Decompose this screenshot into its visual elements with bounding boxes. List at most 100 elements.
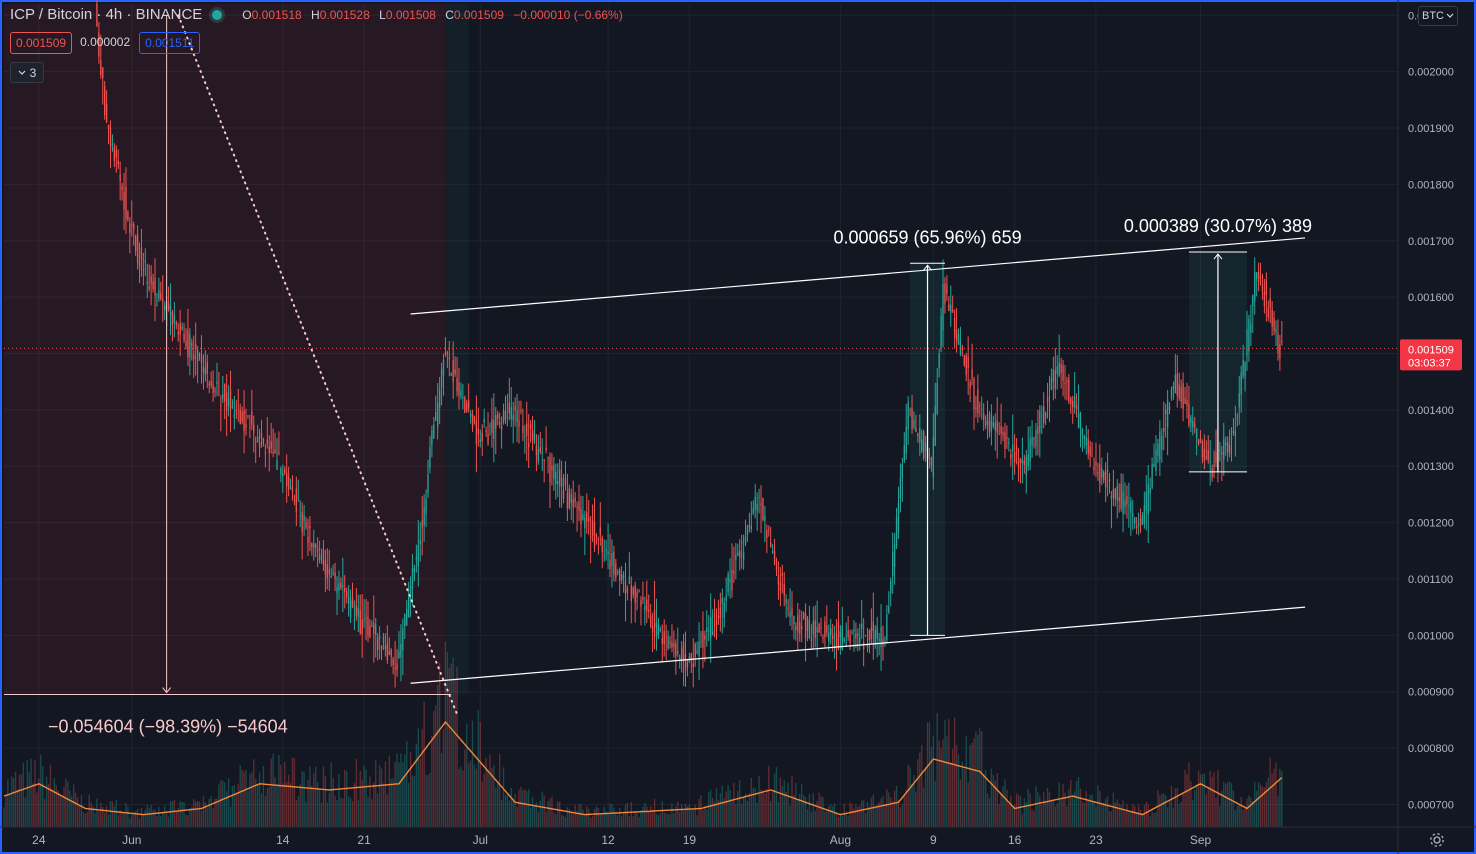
volume-bar (301, 771, 303, 827)
candle-body (940, 315, 942, 347)
volume-bar (1114, 802, 1117, 827)
volume-bar (843, 803, 845, 827)
candle-body (268, 446, 270, 454)
candle-body (768, 528, 770, 530)
volume-bar (1211, 776, 1213, 827)
candle-body (859, 637, 861, 643)
volume-bar (235, 793, 238, 827)
candle-body (216, 382, 218, 385)
volume-bar (752, 787, 754, 827)
volume-bar (357, 800, 359, 827)
candle-body (102, 67, 104, 78)
volume-bar (169, 801, 172, 827)
volume-bar (295, 800, 298, 827)
candle-body (653, 610, 656, 628)
candle-body (198, 353, 201, 356)
volume-bar (1023, 798, 1026, 827)
volume-bar (1048, 792, 1051, 827)
volume-bar (1050, 799, 1053, 827)
volume-bar (1195, 784, 1198, 827)
candle-body (1184, 397, 1186, 404)
candle-body (655, 622, 658, 637)
candle-body (677, 651, 679, 654)
candle-body (1180, 386, 1182, 403)
volume-bar (121, 811, 123, 827)
sell-price-button[interactable]: 0.001509 (10, 32, 73, 54)
candle-body (560, 477, 563, 487)
price-tick-label: 0.001900 (1408, 123, 1454, 135)
candle-body (1232, 431, 1235, 434)
volume-bar (568, 808, 571, 827)
volume-bar (311, 785, 313, 827)
bid-ask-boxes: 0.001509 0.000002 0.001511 (10, 32, 201, 54)
volume-bar (890, 797, 892, 827)
volume-bar (278, 755, 280, 827)
volume-bar (415, 743, 418, 827)
candle-body (984, 420, 987, 427)
volume-bar (1226, 781, 1229, 827)
candle-body (781, 573, 783, 576)
volume-bar (142, 814, 145, 827)
candle-body (797, 614, 799, 632)
volume-bar (555, 813, 557, 827)
candle-body (998, 433, 1000, 435)
volume-bar (224, 782, 226, 827)
candle-body (609, 560, 611, 569)
candle-body (961, 348, 964, 350)
symbol-title[interactable]: ICP / Bitcoin · 4h · BINANCE (10, 6, 203, 23)
candle-body (1033, 438, 1035, 440)
volume-bar (739, 780, 741, 827)
range-two-arrow-head (1213, 253, 1223, 260)
candle-body (928, 454, 931, 456)
volume-bar (603, 806, 605, 827)
volume-bar (49, 764, 52, 827)
candle-body (884, 640, 886, 642)
volume-bar (485, 757, 487, 827)
candle-body (491, 419, 493, 434)
candle-body (725, 596, 727, 602)
candle-body (549, 456, 551, 483)
volume-bar (841, 815, 844, 827)
candle-body (493, 420, 495, 440)
volume-bar (822, 797, 824, 827)
volume-bar (539, 800, 541, 827)
price-tick-label: 0.002000 (1408, 67, 1454, 79)
time-tick-label: 14 (276, 833, 290, 847)
gear-icon[interactable] (1428, 831, 1446, 849)
candle-body (1199, 438, 1202, 444)
volume-bar (1205, 794, 1208, 827)
volume-bar (1137, 804, 1140, 827)
volume-bar (564, 817, 567, 827)
volume-bar (1225, 783, 1227, 827)
volume-bar (584, 814, 586, 827)
candle-body (518, 420, 520, 427)
time-tick-label: 21 (357, 833, 371, 847)
volume-bar (882, 795, 884, 827)
volume-bar (758, 776, 760, 827)
candle-body (826, 625, 828, 633)
candle-body (535, 445, 538, 456)
indicators-toggle-button[interactable]: 3 (10, 62, 44, 83)
candle-body (444, 352, 447, 355)
volume-bar (5, 796, 7, 827)
volume-bar (535, 802, 538, 827)
volume-bar (624, 804, 627, 827)
candle-body (146, 281, 148, 284)
candle-body (349, 600, 352, 618)
buy-price-button[interactable]: 0.001511 (139, 32, 201, 54)
time-tick-label: Aug (830, 833, 851, 847)
candle-body (249, 426, 251, 428)
candle-body (1207, 449, 1209, 460)
candle-body (158, 289, 160, 299)
candle-body (520, 410, 522, 412)
volume-bar (402, 762, 404, 827)
candle-body (746, 526, 749, 535)
candle-body (415, 557, 418, 561)
volume-bar (237, 783, 239, 827)
volume-bar (878, 802, 880, 827)
candle-body (1188, 404, 1190, 426)
candle-body (839, 631, 842, 638)
volume-bar (148, 807, 150, 827)
currency-select[interactable]: BTC (1418, 6, 1458, 26)
